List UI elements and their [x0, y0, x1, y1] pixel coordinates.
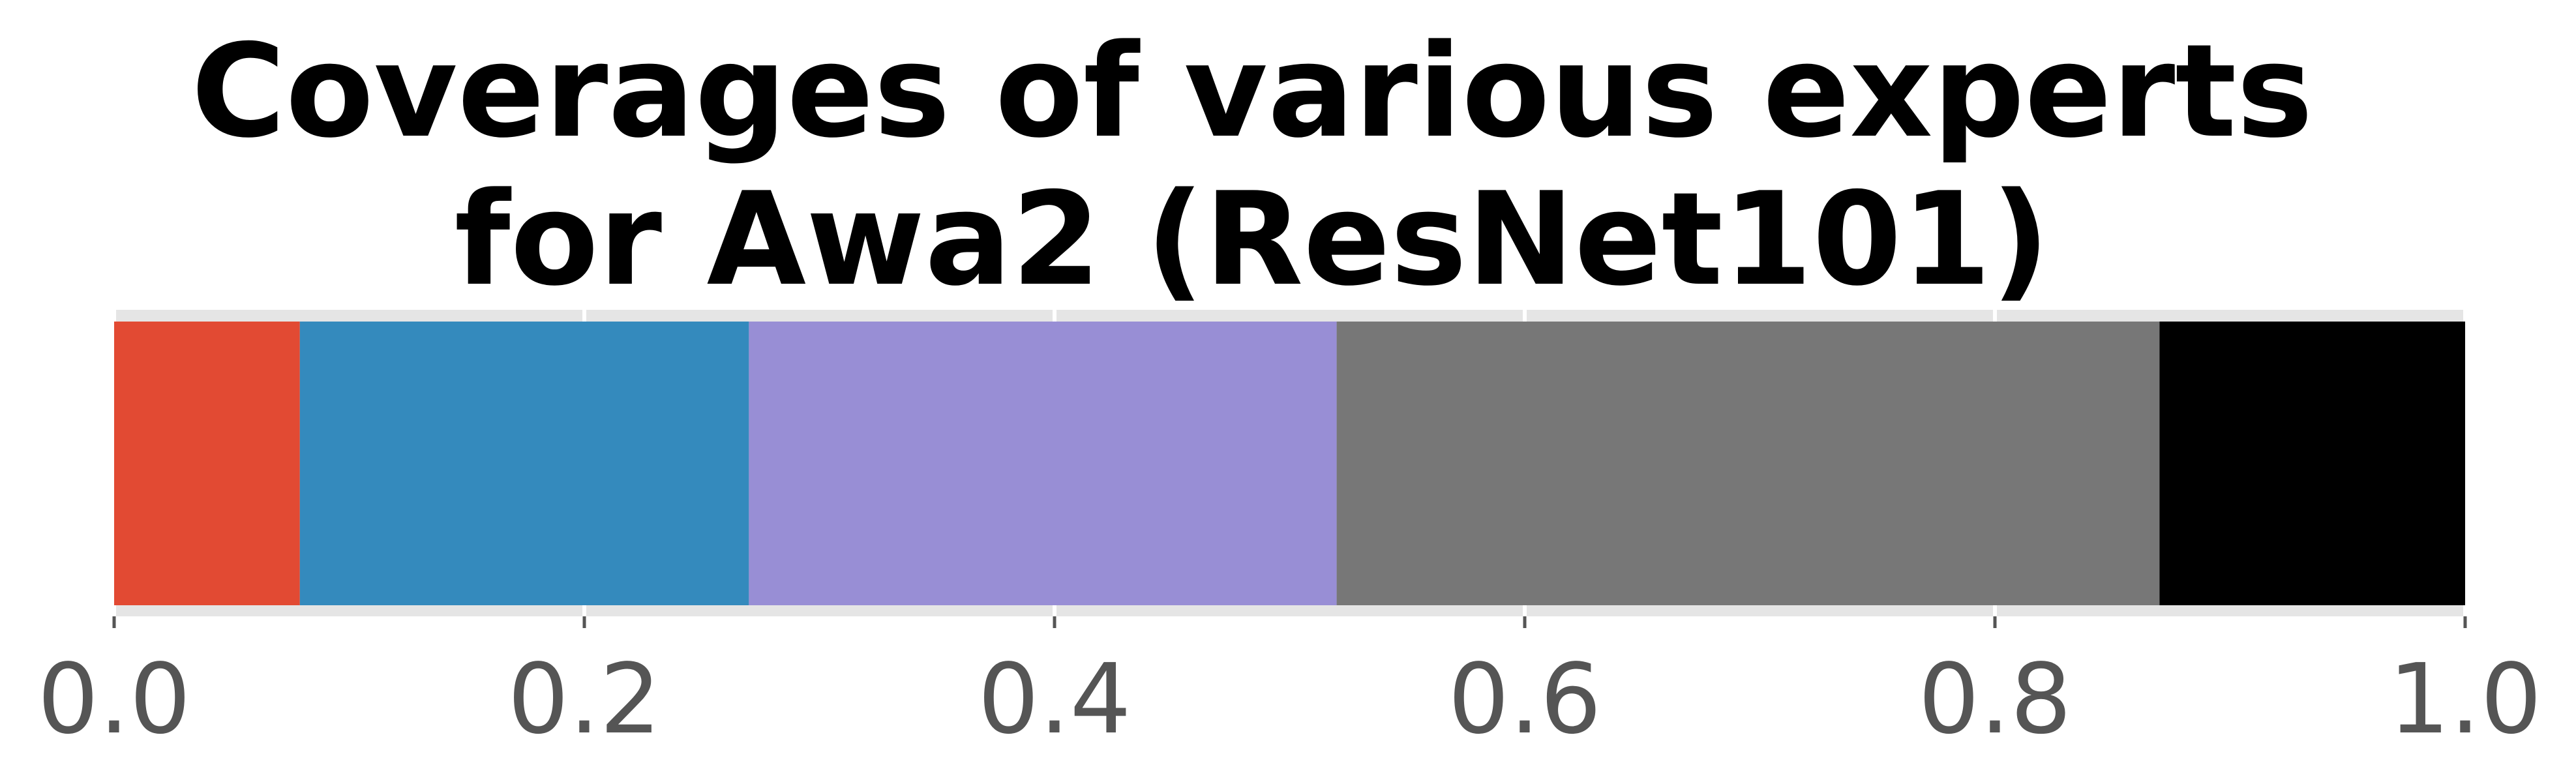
x-tick-label-4: 0.8	[1918, 643, 2071, 755]
chart-title-line-2: for Awa2 (ResNet101)	[455, 165, 2050, 314]
chart-title-line-1: Coverages of various experts	[191, 17, 2313, 166]
x-tick-label-0: 0.0	[37, 643, 190, 755]
stacked-bar	[114, 322, 2465, 605]
bar-segment-3	[1336, 322, 2160, 605]
bar-segment-1	[299, 322, 749, 605]
x-tick-label-5: 1.0	[2388, 643, 2541, 755]
bar-segment-2	[749, 322, 1337, 605]
bar-segment-4	[2159, 322, 2465, 605]
x-tick-label-2: 0.4	[978, 643, 1131, 755]
x-axis: 0.0 0.2 0.4 0.6 0.8 1.0	[37, 616, 2542, 755]
bar-segment-0	[114, 322, 300, 605]
x-tick-label-1: 0.2	[507, 643, 661, 755]
x-tick-label-3: 0.6	[1448, 643, 1601, 755]
